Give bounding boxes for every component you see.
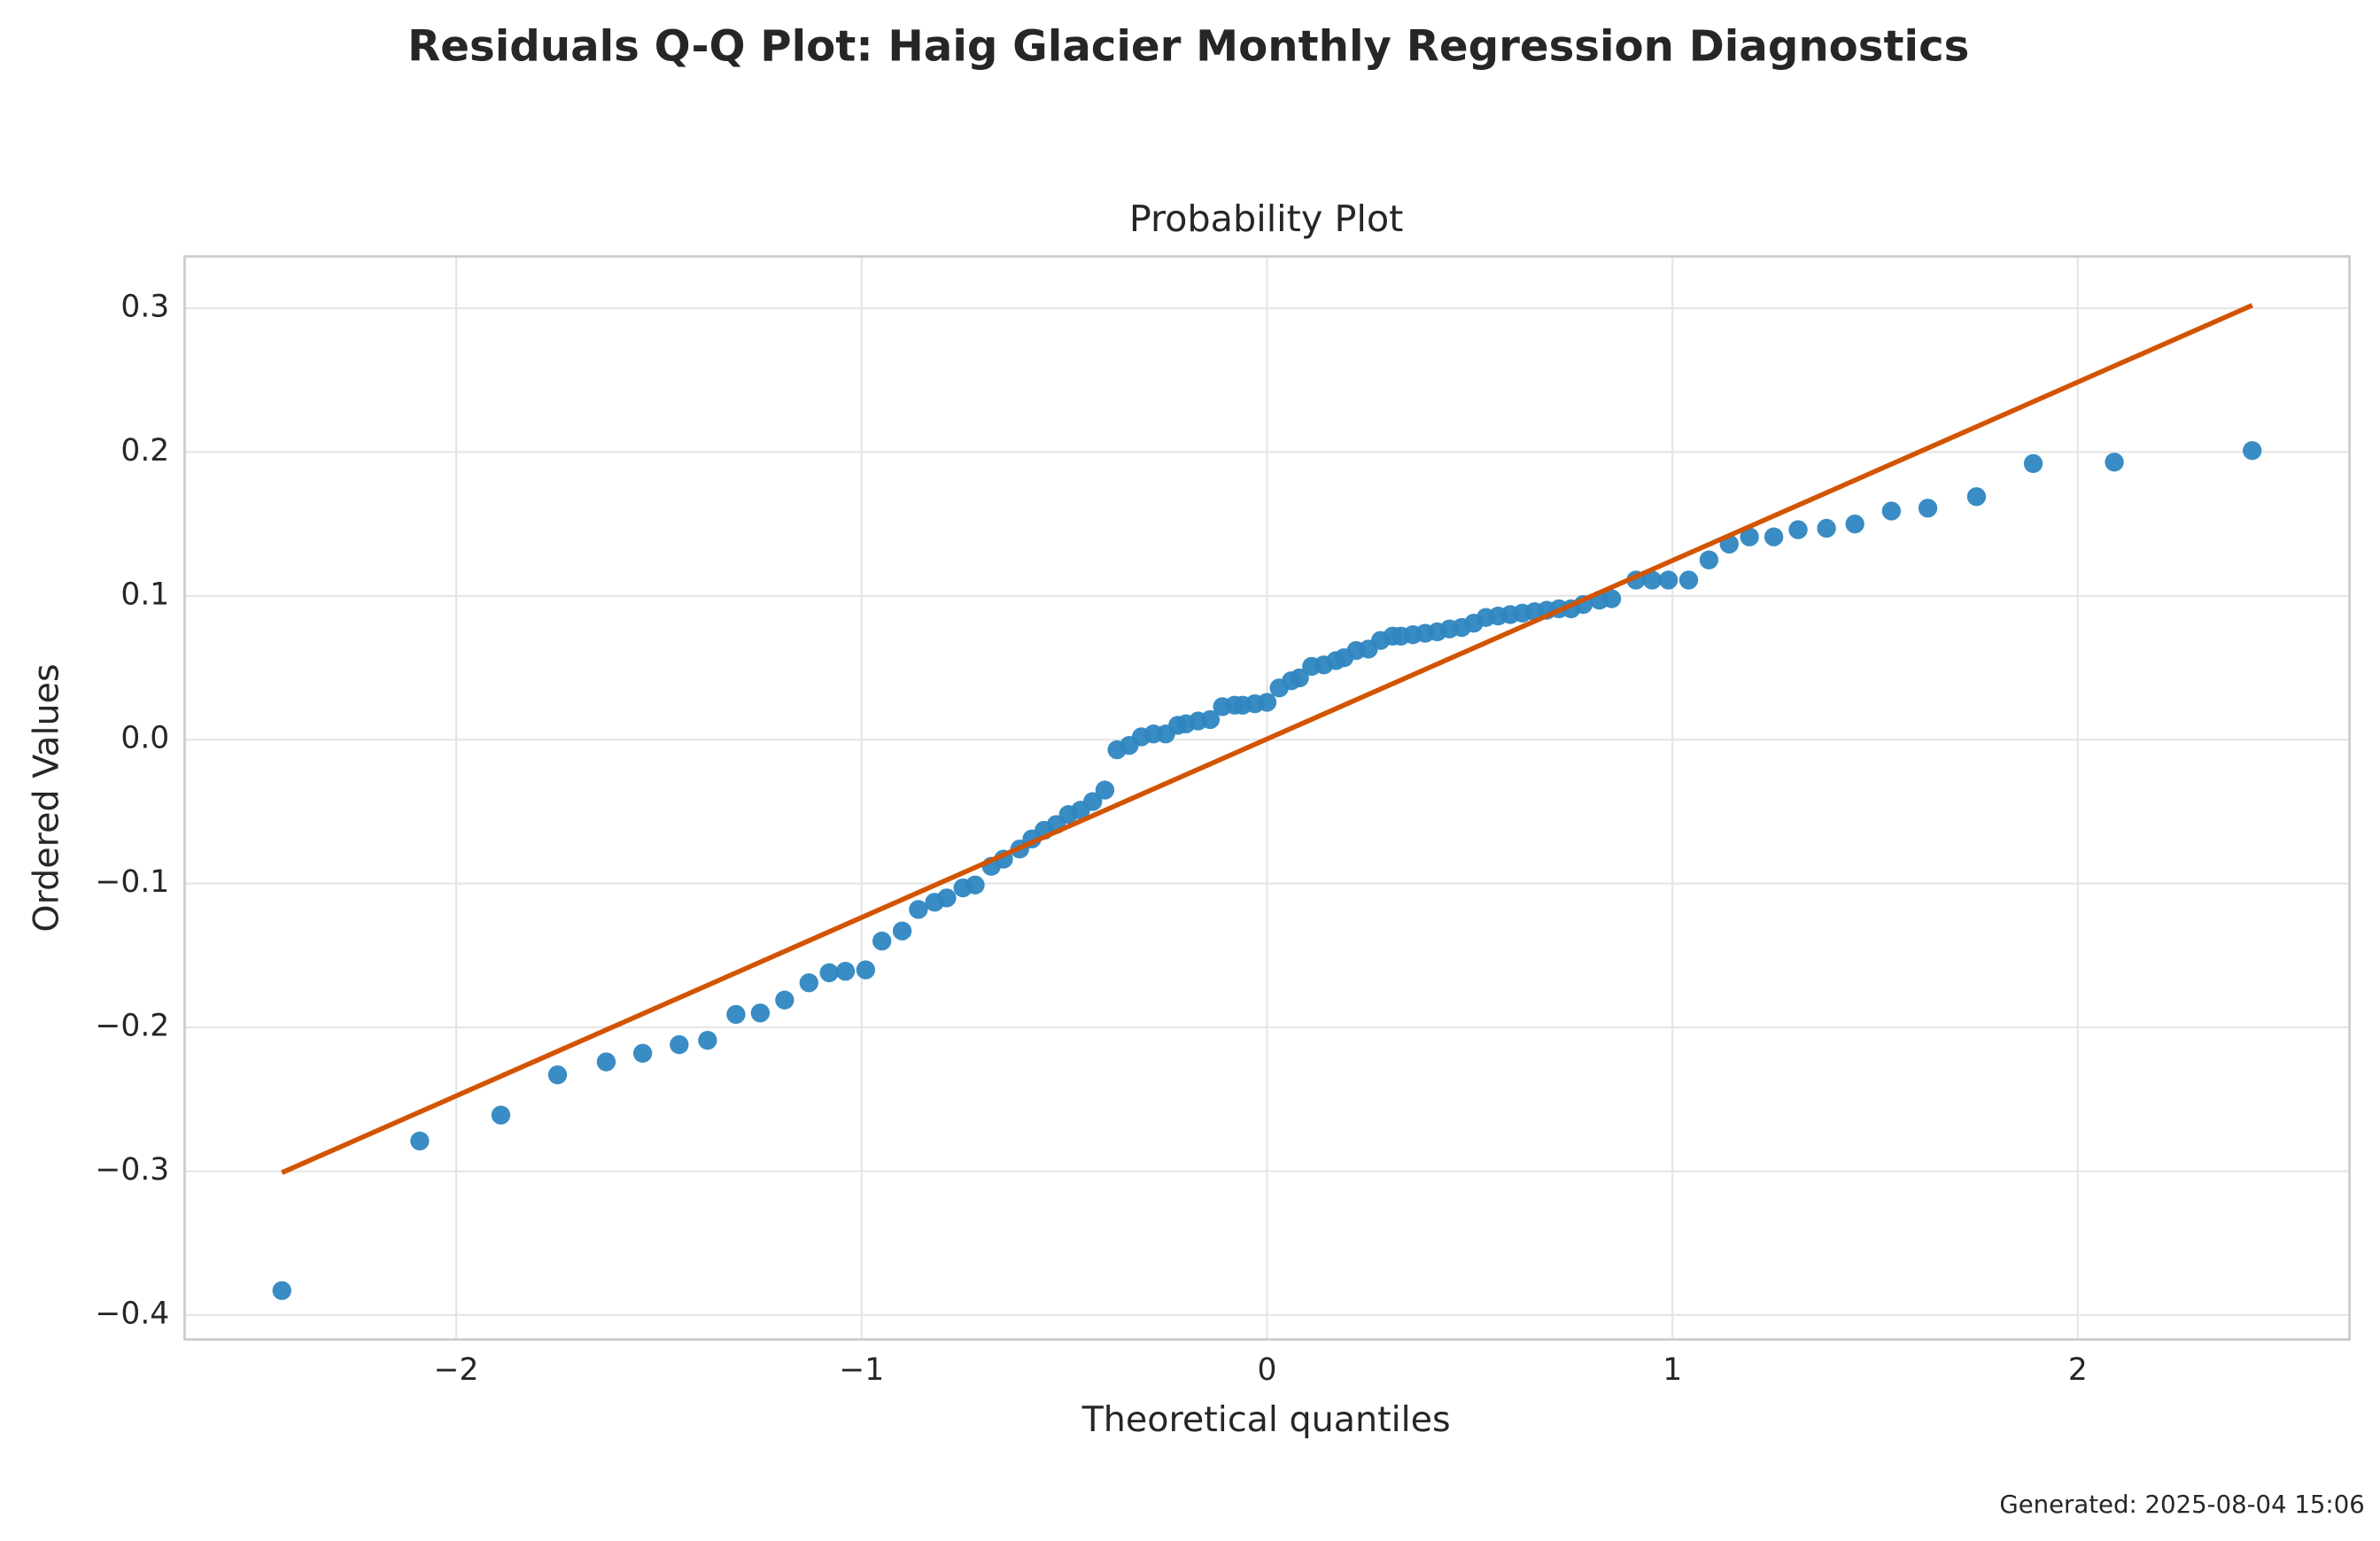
point (1918, 499, 1938, 518)
point (1788, 520, 1808, 539)
point (1678, 570, 1699, 590)
point (1966, 487, 1987, 507)
plot-marks (272, 303, 2262, 1300)
point (1699, 550, 1719, 569)
x-tick-label: 0 (1258, 1352, 1277, 1388)
point (965, 875, 985, 894)
point (799, 973, 818, 993)
point (1082, 792, 1103, 811)
point (596, 1052, 616, 1072)
point (872, 931, 892, 951)
fit-line (281, 303, 2253, 1175)
y-tick-label: −0.2 (96, 1009, 170, 1044)
footnote: Generated: 2025-08-04 15:06 (1999, 1491, 2364, 1519)
point (750, 1003, 771, 1023)
point (698, 1030, 717, 1050)
chart-subtitle: Probability Plot (1129, 197, 1404, 240)
plot-frame (183, 255, 2351, 1341)
point (856, 960, 876, 980)
x-tick-label: −2 (434, 1352, 479, 1388)
point (1257, 693, 1277, 712)
point (1817, 518, 1836, 538)
y-tick-label: 0.3 (120, 290, 169, 325)
point (937, 888, 957, 908)
grid (184, 256, 2350, 1340)
point (1642, 570, 1662, 590)
y-tick-label: −0.4 (96, 1296, 170, 1331)
point (1095, 780, 1115, 800)
y-tick-label: 0.2 (120, 433, 169, 468)
point (670, 1034, 689, 1055)
x-axis-label: Theoretical quantiles (1081, 1399, 1451, 1440)
point (410, 1131, 430, 1151)
y-tick-label: 0.0 (120, 721, 169, 756)
point (1845, 514, 1864, 534)
y-tick-label: −0.3 (96, 1152, 170, 1188)
point (1658, 570, 1678, 590)
x-tick-label: 2 (2068, 1352, 2088, 1388)
point (272, 1281, 291, 1300)
point (892, 921, 912, 941)
point (1200, 709, 1221, 730)
y-tick-label: 0.1 (120, 577, 169, 612)
point (835, 962, 856, 981)
point (547, 1065, 568, 1085)
x-tick-label: −1 (839, 1352, 884, 1388)
point (2243, 441, 2262, 461)
point (632, 1043, 653, 1063)
point (1290, 668, 1309, 688)
x-tick-label: 1 (1663, 1352, 1682, 1388)
y-axis-label: Ordered Values (27, 663, 67, 932)
point (1740, 527, 1759, 546)
point (1881, 501, 1902, 521)
y-tick-label: −0.1 (96, 864, 170, 900)
chart-title: Residuals Q-Q Plot: Haig Glacier Monthly… (407, 21, 1969, 71)
point (2105, 453, 2124, 472)
point (2023, 453, 2043, 474)
point (819, 963, 839, 983)
point (775, 990, 795, 1010)
point (909, 900, 928, 919)
point (726, 1004, 746, 1025)
point (1764, 527, 1784, 546)
point (1601, 589, 1622, 608)
point (491, 1105, 511, 1125)
